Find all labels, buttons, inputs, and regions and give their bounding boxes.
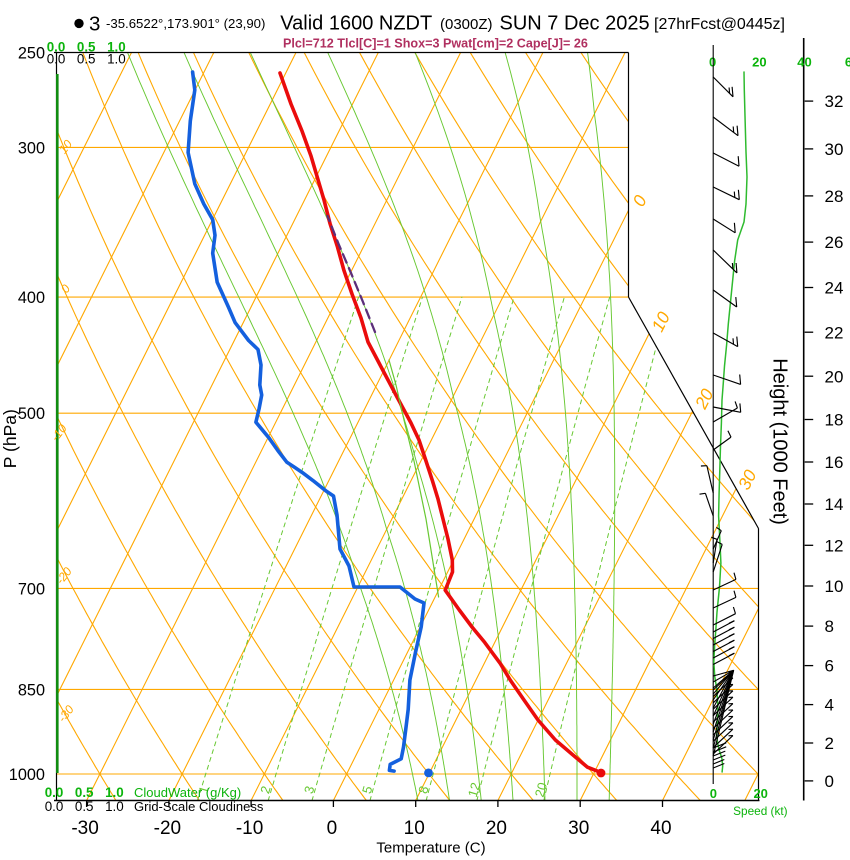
svg-text:1: 1 [195,784,211,795]
svg-text:20: 20 [486,818,507,839]
svg-text:-30: -30 [71,818,98,839]
svg-text:400: 400 [18,289,45,307]
svg-text:30: 30 [825,140,844,159]
svg-text:250: 250 [18,45,45,63]
svg-text:10: 10 [825,577,844,596]
svg-text:10: 10 [647,308,674,335]
svg-text:0.5: 0.5 [75,785,94,800]
svg-text:30: 30 [568,818,589,839]
svg-text:0.0: 0.0 [47,52,66,67]
svg-text:6: 6 [845,55,850,70]
svg-text:2: 2 [825,734,834,753]
svg-text:20: 20 [752,55,766,70]
svg-text:20: 20 [532,781,550,799]
svg-text:[27hrFcst@0445z]: [27hrFcst@0445z] [654,16,785,33]
svg-text:1000: 1000 [9,766,45,784]
svg-text:22: 22 [825,323,844,342]
svg-text:12: 12 [465,781,483,799]
svg-text:850: 850 [18,681,45,699]
svg-text:CloudWater (g/Kg): CloudWater (g/Kg) [134,785,241,800]
svg-text:8: 8 [415,784,431,795]
svg-text:-10: -10 [236,818,263,839]
svg-text:26: 26 [825,233,844,252]
svg-text:32: 32 [825,92,844,111]
svg-text:0.5: 0.5 [75,799,94,814]
svg-text:20: 20 [825,367,844,386]
svg-text:0: 0 [709,55,716,70]
svg-text:300: 300 [18,139,45,157]
svg-text:(0300Z): (0300Z) [440,16,493,33]
svg-text:0: 0 [629,192,651,210]
svg-text:20: 20 [753,786,767,801]
svg-text:4: 4 [825,696,834,715]
svg-text:0.0: 0.0 [45,799,64,814]
svg-text:Grid-Scale Cloudiness: Grid-Scale Cloudiness [134,799,264,814]
svg-text:14: 14 [825,495,844,514]
svg-text:0.5: 0.5 [77,52,96,67]
svg-text:3: 3 [89,13,100,36]
svg-text:SUN 7 Dec 2025: SUN 7 Dec 2025 [500,13,650,35]
svg-text:6: 6 [825,657,834,676]
svg-text:0.0: 0.0 [47,40,66,55]
svg-text:0.0: 0.0 [45,785,64,800]
svg-text:10: 10 [404,818,425,839]
svg-text:500: 500 [18,405,45,423]
svg-text:28: 28 [825,187,844,206]
svg-text:0: 0 [710,786,717,801]
svg-text:16: 16 [825,453,844,472]
svg-text:0: 0 [327,818,338,839]
svg-text:5: 5 [359,784,375,795]
svg-text:30: 30 [734,466,761,493]
svg-text:0: 0 [825,772,834,791]
svg-text:3: 3 [301,784,317,795]
svg-text:-20: -20 [154,818,181,839]
svg-text:Speed (kt): Speed (kt) [733,804,787,818]
svg-text:8: 8 [825,617,834,636]
svg-text:Height (1000 Feet): Height (1000 Feet) [769,358,791,525]
svg-text:-10: -10 [48,421,70,444]
svg-text:700: 700 [18,580,45,598]
svg-text:0: 0 [58,282,73,296]
svg-text:Plcl=712 Tlcl[C]=1 Shox=3 Pwat: Plcl=712 Tlcl[C]=1 Shox=3 Pwat[cm]=2 Cap… [283,37,588,51]
svg-text:10: 10 [56,137,75,156]
svg-text:2: 2 [257,784,273,795]
svg-text:Valid 1600 NZDT: Valid 1600 NZDT [280,13,432,35]
svg-text:1.0: 1.0 [105,799,124,814]
svg-text:40: 40 [797,55,811,70]
svg-text:1.0: 1.0 [107,40,126,55]
svg-text:-35.6522°,173.901° (23,90): -35.6522°,173.901° (23,90) [106,16,265,31]
svg-text:Temperature (C): Temperature (C) [376,840,485,857]
svg-text:0.5: 0.5 [77,40,96,55]
svg-text:1.0: 1.0 [107,52,126,67]
svg-text:P (hPa): P (hPa) [0,409,20,468]
svg-text:18: 18 [825,411,844,430]
svg-text:24: 24 [825,279,844,298]
svg-text:40: 40 [650,818,671,839]
svg-text:1.0: 1.0 [105,785,124,800]
svg-text:12: 12 [825,536,844,555]
